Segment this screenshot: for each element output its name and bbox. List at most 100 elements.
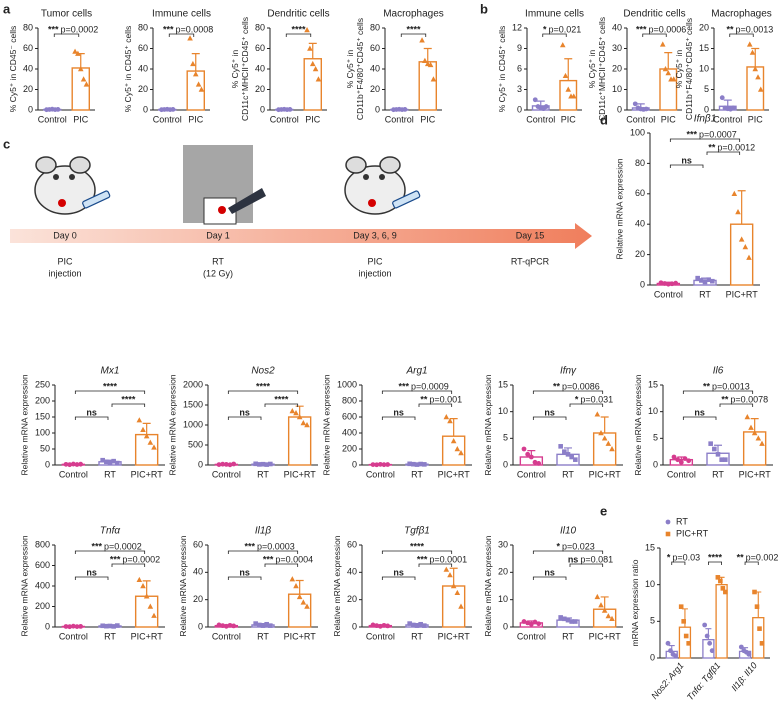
error-bar: [664, 52, 673, 69]
p-value: p=0.0013: [736, 24, 774, 34]
chart-title: Dendritic cells: [623, 9, 685, 20]
error-bar: [600, 596, 609, 610]
y-tick-label: 80: [635, 158, 645, 168]
data-point: [111, 458, 116, 464]
data-point: [220, 461, 226, 467]
data-point: [418, 621, 423, 627]
y-tick-label: 200: [35, 395, 50, 405]
y-axis-label: % Cy5⁺ in: [230, 49, 240, 88]
data-point: [170, 106, 176, 112]
chart-title: Immune cells: [525, 9, 584, 20]
x-tick-label: PIC: [748, 114, 764, 124]
data-point: [757, 626, 762, 631]
data-point: [565, 452, 571, 457]
p-value: p=0.0003: [257, 541, 295, 551]
p-value: p=0.031: [580, 394, 613, 404]
significance-label: ****: [121, 394, 136, 404]
significance-label: **: [708, 142, 716, 152]
data-point: [100, 623, 105, 629]
p-value: p=0.021: [549, 24, 582, 34]
data-point: [671, 454, 677, 460]
significance-label: **: [420, 394, 428, 404]
y-axis-label: % Cy5⁺ in CD45⁺ cells: [497, 26, 507, 112]
data-point: [754, 604, 760, 609]
p-value: p=0.023: [562, 541, 595, 551]
data-point: [253, 461, 258, 467]
data-point: [72, 48, 78, 54]
data-point: [411, 622, 416, 628]
y-tick-label: 15: [648, 379, 658, 389]
significance-bracket: [227, 550, 299, 554]
significance-bracket: [381, 576, 416, 580]
significance-label: ns: [681, 155, 692, 165]
y-tick-label: 12: [512, 22, 522, 32]
data-point: [300, 599, 307, 605]
x-tick-label: Control: [667, 469, 696, 479]
y-tick-label: 0: [617, 104, 622, 114]
data-point: [720, 586, 726, 591]
data-point: [300, 420, 307, 426]
data-point: [304, 422, 310, 428]
significance-bracket: [74, 390, 146, 394]
data-point: [573, 619, 578, 624]
data-point: [75, 50, 81, 56]
data-point: [673, 653, 678, 659]
data-point: [662, 66, 669, 72]
timeline-arrow: [10, 223, 592, 249]
significance-bracket: [74, 576, 109, 580]
x-tick-label: RT: [699, 289, 711, 299]
x-tick-label: PIC: [73, 114, 89, 124]
y-tick-label: 0: [28, 104, 33, 114]
data-point: [443, 566, 450, 572]
bar: [715, 584, 728, 659]
data-point: [686, 458, 692, 464]
significance-bracket: [381, 550, 453, 554]
data-point: [594, 593, 601, 600]
x-tick-label: Tnfα: Tgfβ1: [685, 660, 722, 702]
timeline-event: injection: [48, 268, 81, 278]
data-point: [659, 41, 666, 47]
timeline-day: Day 3, 6, 9: [353, 230, 397, 240]
data-point: [296, 414, 303, 420]
chart-title: Tnfα: [100, 526, 120, 537]
significance-label: ****: [256, 381, 271, 391]
significance-label: ****: [410, 541, 425, 551]
y-tick-label: 0: [352, 621, 357, 631]
error-bar: [295, 579, 304, 595]
data-point: [665, 70, 672, 76]
y-tick-label: 1000: [337, 379, 357, 389]
chart-title: Immune cells: [152, 9, 211, 20]
y-axis-label: Relative mRNA expression: [20, 374, 30, 475]
data-point: [304, 603, 310, 609]
data-point: [63, 461, 69, 467]
data-point: [143, 433, 150, 439]
significance-label: ***: [91, 541, 102, 551]
data-point: [402, 106, 408, 112]
y-tick-label: 30: [612, 43, 622, 53]
data-point: [738, 236, 745, 242]
y-tick-label: 10: [612, 84, 622, 94]
y-axis-label: CD11b⁺F4/80⁺CD45⁺ cells: [684, 18, 694, 120]
data-point: [665, 531, 671, 537]
data-point: [136, 417, 143, 423]
significance-bracket: [669, 138, 741, 142]
y-tick-label: 5: [704, 84, 709, 94]
x-tick-label: Control: [212, 469, 241, 479]
y-tick-label: 500: [188, 439, 203, 449]
y-tick-label: 100: [35, 427, 50, 437]
error-bar: [681, 608, 688, 628]
data-point: [450, 438, 457, 444]
data-point: [374, 623, 380, 629]
panel-label: e: [600, 503, 607, 518]
significance-label: ***: [244, 541, 255, 551]
data-point: [746, 254, 752, 260]
data-point: [532, 619, 538, 625]
error-bar: [714, 444, 722, 454]
y-tick-label: 0: [517, 104, 522, 114]
x-tick-label: PIC: [188, 114, 204, 124]
data-point: [678, 604, 684, 609]
p-value: p=0.0001: [429, 554, 467, 564]
legend-label: PIC+RT: [676, 528, 709, 538]
data-point: [558, 615, 563, 620]
